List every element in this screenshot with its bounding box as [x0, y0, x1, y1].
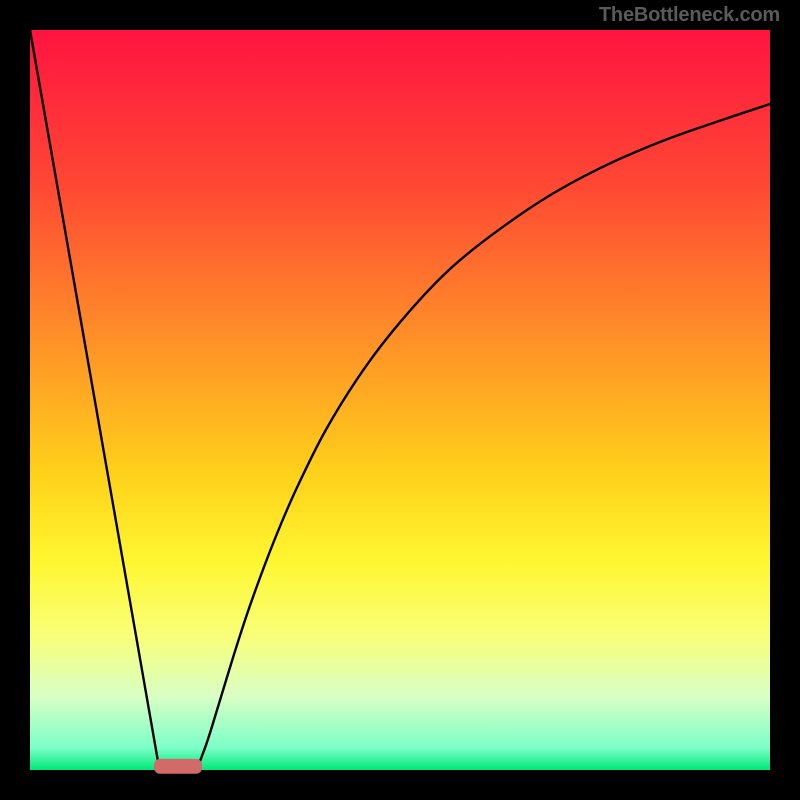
bottleneck-marker: [154, 759, 202, 774]
chart-canvas: [0, 0, 800, 800]
watermark-text: TheBottleneck.com: [599, 4, 780, 27]
bottleneck-chart: TheBottleneck.com: [0, 0, 800, 800]
